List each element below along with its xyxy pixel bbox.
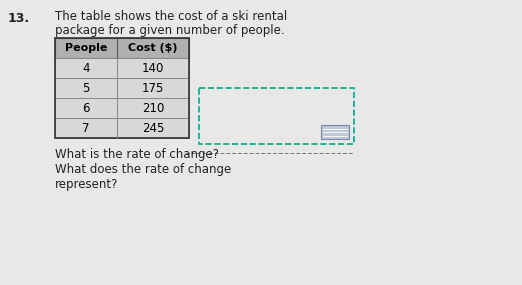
Text: 210: 210	[142, 101, 164, 115]
Text: Cost ($): Cost ($)	[128, 43, 178, 53]
Text: 13.: 13.	[8, 12, 30, 25]
Text: 245: 245	[142, 121, 164, 135]
Text: represent?: represent?	[55, 178, 118, 191]
Text: People: People	[65, 43, 107, 53]
Text: The table shows the cost of a ski rental: The table shows the cost of a ski rental	[55, 10, 287, 23]
Text: 6: 6	[82, 101, 90, 115]
Bar	[55, 58, 189, 78]
Text: What is the rate of change?: What is the rate of change?	[55, 148, 219, 161]
Bar	[55, 38, 189, 138]
Bar	[55, 38, 189, 58]
Text: package for a given number of people.: package for a given number of people.	[55, 24, 284, 37]
Text: 5: 5	[82, 82, 90, 95]
Text: 7: 7	[82, 121, 90, 135]
Text: 4: 4	[82, 62, 90, 74]
Text: 140: 140	[142, 62, 164, 74]
Text: What does the rate of change: What does the rate of change	[55, 163, 231, 176]
Bar	[321, 125, 349, 139]
Bar	[55, 78, 189, 98]
Text: 175: 175	[142, 82, 164, 95]
Bar	[55, 98, 189, 118]
Bar	[199, 88, 354, 144]
Bar	[55, 118, 189, 138]
